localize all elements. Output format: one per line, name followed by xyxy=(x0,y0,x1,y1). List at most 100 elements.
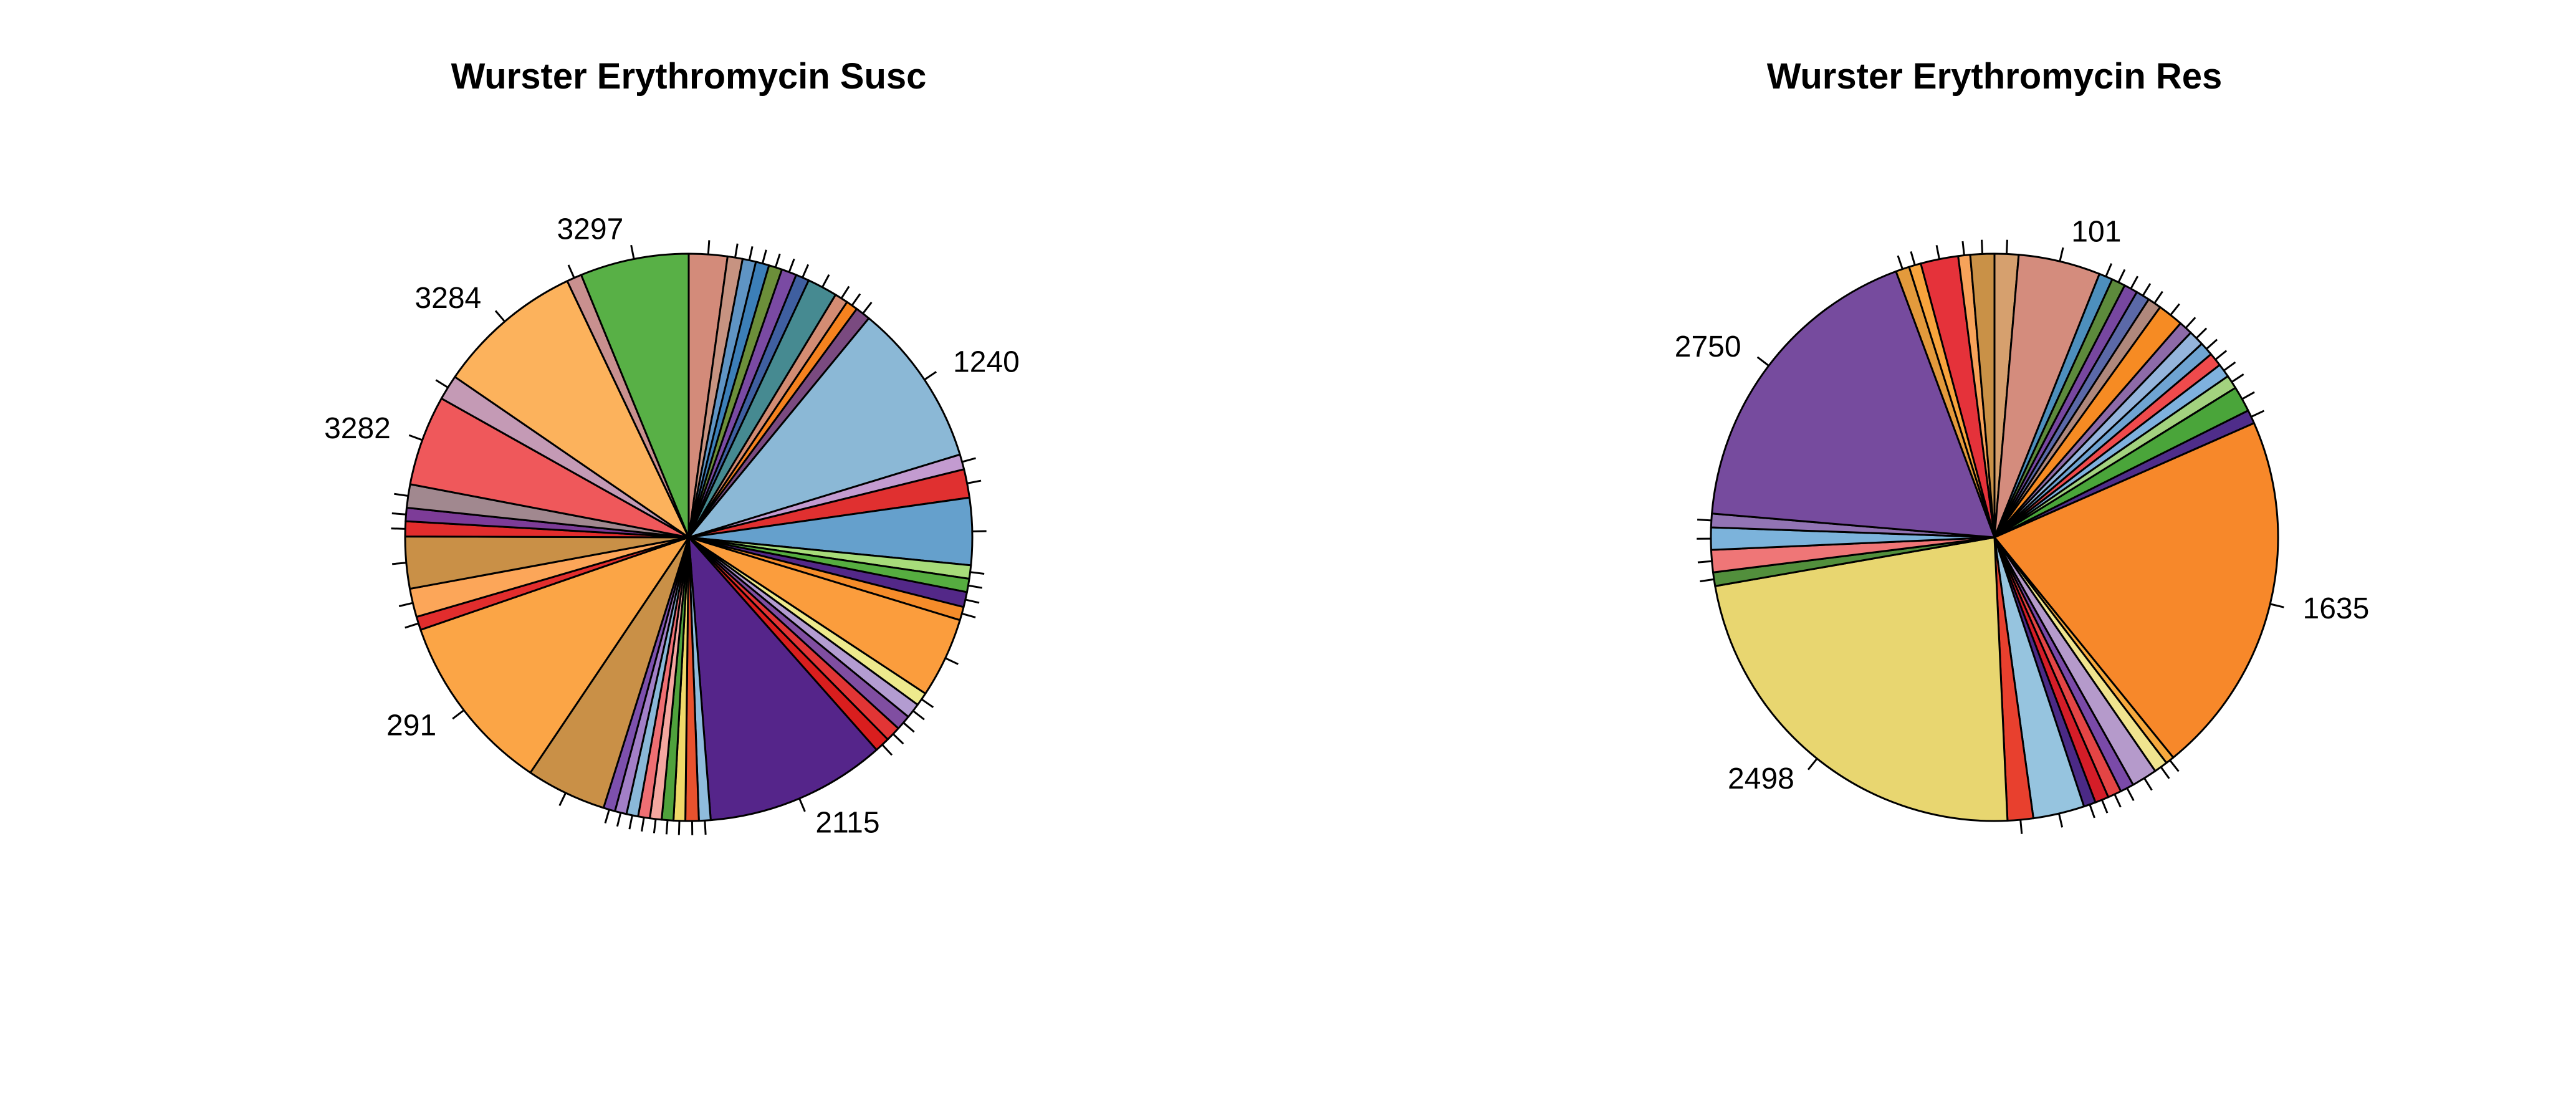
susceptible-tick-30 xyxy=(665,820,669,835)
resistant-tick-8 xyxy=(2170,303,2180,316)
resistant-tick-25 xyxy=(2058,813,2064,828)
resistant-tick-13 xyxy=(2223,361,2236,372)
susceptible-slice-label-3284: 3284 xyxy=(414,282,481,315)
resistant-tick-6 xyxy=(2142,283,2152,297)
resistant-tick-5 xyxy=(2130,276,2139,289)
resistant-slice-27 xyxy=(1714,536,2009,822)
susceptible-tick-46 xyxy=(494,310,505,322)
susceptible-tick-23 xyxy=(903,722,915,733)
resistant-tick-1 xyxy=(2005,239,2008,254)
resistant-tick-14 xyxy=(2231,373,2244,383)
susceptible-tick-35 xyxy=(604,809,610,824)
resistant-tick-29 xyxy=(1697,560,1712,564)
resistant-tick-26 xyxy=(2019,819,2023,834)
susceptible-tick-25 xyxy=(881,744,893,756)
resistant-tick-11 xyxy=(2206,338,2218,350)
susceptible-tick-31 xyxy=(653,818,657,833)
resistant-tick-18 xyxy=(2169,759,2180,772)
resistant-slice-label-2498: 2498 xyxy=(1728,762,1794,795)
susceptible-tick-7 xyxy=(802,264,810,278)
susceptible-tick-11 xyxy=(862,302,873,314)
resistant-tick-23 xyxy=(2100,799,2109,814)
susceptible-slices xyxy=(404,252,974,822)
resistant-tick-22 xyxy=(2114,794,2122,808)
susceptible-slice-37 xyxy=(419,536,690,774)
resistant-tick-33 xyxy=(1897,255,1903,270)
susceptible-tick-9 xyxy=(840,286,850,299)
susceptible-tick-10 xyxy=(851,293,861,306)
susceptible-tick-43 xyxy=(394,492,409,497)
susceptible-tick-14 xyxy=(967,479,982,484)
susceptible-tick-44 xyxy=(408,434,423,441)
susceptible-slice-label-3297: 3297 xyxy=(557,213,623,246)
susceptible-tick-47 xyxy=(567,264,575,279)
susceptible-tick-17 xyxy=(968,584,983,589)
resistant-tick-32 xyxy=(1756,356,1769,367)
resistant-tick-17 xyxy=(2269,603,2284,608)
susceptible-tick-42 xyxy=(391,512,406,516)
resistant-pie-chart: Wurster Erythromycin Res 101 1635 2498 2750 xyxy=(1675,56,2369,834)
resistant-tick-31 xyxy=(1697,519,1712,522)
susceptible-tick-1 xyxy=(707,240,711,255)
susceptible-tick-36 xyxy=(558,792,567,807)
resistant-tick-24 xyxy=(2089,804,2095,818)
susceptible-tick-26 xyxy=(798,798,806,812)
resistant-tick-36 xyxy=(1961,241,1965,256)
resistant-tick-35 xyxy=(1935,245,1940,259)
susceptible-tick-12 xyxy=(924,371,937,381)
susceptible-tick-18 xyxy=(965,598,980,604)
susceptible-tick-3 xyxy=(748,246,754,261)
susceptible-tick-13 xyxy=(962,457,976,463)
susceptible-slice-label-1240: 1240 xyxy=(953,345,1020,378)
resistant-slices xyxy=(1710,252,2279,822)
resistant-tick-10 xyxy=(2195,327,2208,339)
resistant-tick-7 xyxy=(2153,290,2163,304)
susceptible-tick-4 xyxy=(761,249,767,264)
susceptible-tick-40 xyxy=(392,562,406,565)
susceptible-tick-16 xyxy=(970,571,985,575)
resistant-tick-28 xyxy=(1700,578,1715,583)
susceptible-chart-title: Wurster Erythromycin Susc xyxy=(451,56,927,97)
resistant-tick-3 xyxy=(2105,263,2113,277)
susceptible-label-ticks xyxy=(391,240,987,835)
susceptible-tick-39 xyxy=(398,602,413,607)
susceptible-tick-24 xyxy=(892,733,904,745)
susceptible-slice-label-3282: 3282 xyxy=(324,412,391,445)
resistant-slice-labels: 101 1635 2498 2750 xyxy=(1675,216,2369,795)
susceptible-tick-37 xyxy=(452,709,465,720)
susceptible-tick-6 xyxy=(788,258,795,273)
susceptible-pie-chart: Wurster Erythromycin Susc 1240 2115 291 328… xyxy=(324,56,1020,839)
susceptible-slice-46 xyxy=(454,280,690,539)
resistant-tick-37 xyxy=(1981,239,1984,254)
susceptible-tick-19 xyxy=(961,612,976,618)
resistant-slice-label-101: 101 xyxy=(2071,216,2121,249)
resistant-tick-4 xyxy=(2117,269,2126,283)
susceptible-tick-22 xyxy=(912,710,925,721)
susceptible-tick-20 xyxy=(945,657,959,665)
resistant-label-ticks xyxy=(1697,239,2284,834)
resistant-tick-21 xyxy=(2126,787,2135,802)
susceptible-tick-5 xyxy=(774,253,781,268)
resistant-tick-2 xyxy=(2059,247,2064,262)
susceptible-tick-48 xyxy=(630,244,635,259)
susceptible-tick-45 xyxy=(435,379,449,388)
susceptible-tick-27 xyxy=(704,820,707,835)
susceptible-tick-32 xyxy=(641,817,645,832)
susceptible-tick-2 xyxy=(734,243,739,258)
resistant-chart-title: Wurster Erythromycin Res xyxy=(1767,56,2223,97)
susceptible-slice-labels: 1240 2115 291 3282 3284 3297 xyxy=(324,213,1020,840)
resistant-tick-12 xyxy=(2214,350,2228,360)
susceptible-slice-12 xyxy=(687,317,961,539)
resistant-tick-34 xyxy=(1910,251,1916,266)
resistant-tick-27 xyxy=(1807,757,1818,770)
resistant-tick-15 xyxy=(2241,391,2255,400)
resistant-slice-label-1635: 1635 xyxy=(2303,592,2370,625)
susceptible-tick-8 xyxy=(821,274,830,288)
resistant-slice-label-2750: 2750 xyxy=(1675,330,1741,363)
susceptible-tick-38 xyxy=(405,622,419,629)
susceptible-slice-label-291: 291 xyxy=(386,709,436,742)
resistant-tick-9 xyxy=(2185,317,2196,329)
susceptible-tick-21 xyxy=(921,698,934,708)
susceptible-slice-label-2115: 2115 xyxy=(815,806,879,839)
